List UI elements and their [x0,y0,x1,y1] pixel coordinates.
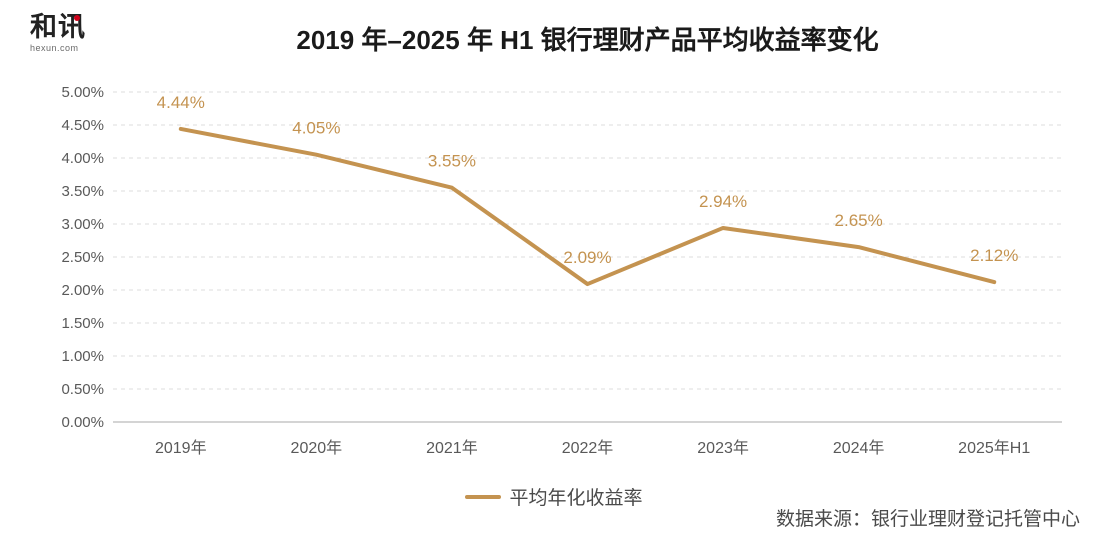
chart-title: 2019 年–2025 年 H1 银行理财产品平均收益率变化 [296,25,879,55]
y-tick-label: 5.00% [61,84,104,101]
x-axis-label: 2022年 [562,439,614,457]
data-label: 2.65% [835,211,883,230]
hexun-logo-domain: hexun.com [30,43,79,53]
data-label: 3.55% [428,152,476,171]
y-tick-label: 4.00% [61,150,104,167]
x-axis-label: 2024年 [833,439,885,457]
x-axis-label: 2020年 [291,439,343,457]
x-axis-label: 2019年 [155,439,207,457]
legend: 平均年化收益率 [0,483,1108,510]
data-label: 2.09% [563,248,611,267]
y-tick-label: 2.50% [61,249,104,266]
y-tick-label: 4.50% [61,117,104,134]
x-axis-label: 2021年 [426,439,478,457]
y-tick-label: 1.00% [61,348,104,365]
data-label: 4.05% [292,119,340,138]
data-label: 2.94% [699,192,747,211]
series-line [178,126,997,287]
x-axis-label: 2023年 [697,439,749,457]
y-tick-label: 0.00% [61,414,104,431]
y-tick-label: 2.00% [61,282,104,299]
y-tick-label: 3.00% [61,216,104,233]
y-tick-label: 1.50% [61,315,104,332]
y-tick-label: 0.50% [61,381,104,398]
hexun-logo-red-dot-icon [74,15,80,21]
data-source-note: 数据来源：银行业理财登记托管中心 [775,509,1080,530]
legend-series-label: 平均年化收益率 [509,488,643,509]
data-label: 4.44% [157,93,205,112]
x-axis-label: 2025年H1 [958,439,1030,457]
legend-line-swatch [465,494,502,499]
y-tick-label: 3.50% [61,183,104,200]
hexun-logo: 和讯 hexun.com [30,12,110,53]
data-label: 2.12% [970,246,1018,265]
